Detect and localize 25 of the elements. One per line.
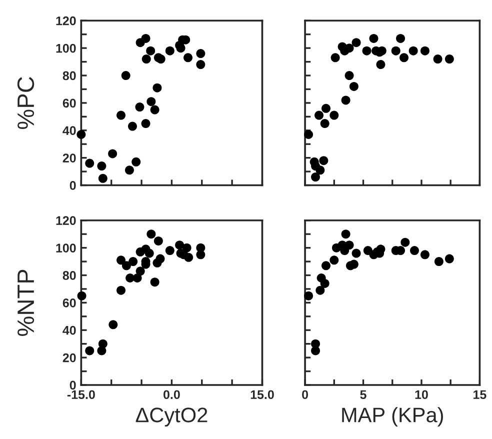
x-tick-label: 0.0 [164, 390, 180, 400]
y-tick-label: 0 [70, 181, 76, 190]
y-tick-label: 80 [62, 271, 76, 280]
y-tick-label: 120 [56, 16, 76, 26]
y-axis-title: %NTP [18, 270, 34, 336]
x-tick-label: -15.0 [67, 390, 95, 400]
x-tick-label: 15 [474, 390, 486, 400]
x-tick-label: 0 [302, 390, 308, 400]
y-tick-label: 100 [56, 44, 76, 53]
y-tick-label: 100 [56, 244, 76, 252]
y-tick-label: 40 [62, 326, 76, 335]
x-tick-label: 10 [415, 390, 428, 400]
y-axis-title: %PC [17, 76, 34, 130]
y-tick-label: 80 [62, 71, 76, 80]
y-tick-label: 40 [62, 126, 76, 136]
y-tick-label: 120 [56, 216, 76, 226]
y-tick-label: 60 [62, 298, 76, 308]
y-tick-label: 0 [70, 380, 76, 390]
y-tick-label: 20 [62, 353, 76, 362]
x-tick-label: 5 [360, 390, 366, 400]
x-tick-label: 15.0 [250, 390, 274, 400]
x-axis-title: ΔCytO2 [136, 408, 208, 426]
y-tick-label: 60 [62, 98, 76, 108]
x-axis-title: MAP (KPa) [342, 407, 443, 426]
y-tick-label: 20 [62, 154, 76, 162]
